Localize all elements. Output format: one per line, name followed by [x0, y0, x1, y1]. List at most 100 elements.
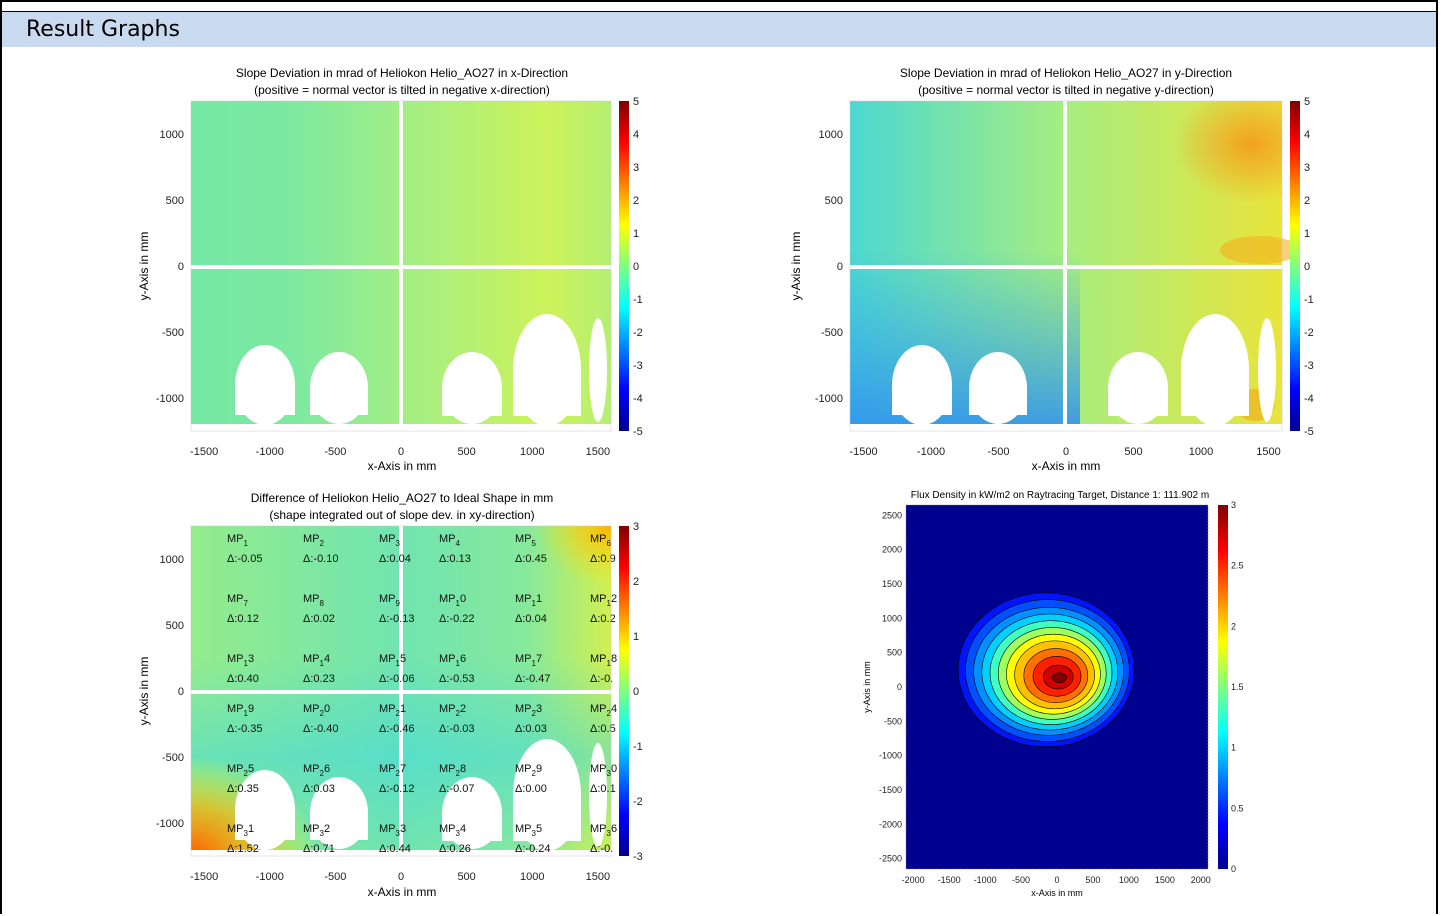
colorbar-tick: -4 [1304, 393, 1314, 405]
colorbar-tick: -3 [633, 851, 643, 863]
mp-label: MP9 [379, 593, 401, 608]
mp-delta: Δ:0.2 [590, 613, 616, 625]
x-ticks: -1500 -1000 -500 0 500 1000 1500 [849, 446, 1280, 458]
mp-label: MP3 [379, 533, 401, 548]
mp-delta: Δ:0.44 [379, 843, 411, 855]
y-tick: 1000 [160, 554, 184, 566]
section-header: Result Graphs [2, 11, 1436, 47]
y-tick: 1000 [819, 129, 843, 141]
chart-subtitle: (shape integrated out of slope dev. in x… [269, 508, 534, 522]
mp-label: MP6 [590, 533, 612, 548]
y-tick: 500 [825, 195, 843, 207]
y-ticks: 1000 500 0 -500 -1000 [156, 554, 184, 830]
y-tick: -1000 [879, 751, 902, 761]
x-tick: 500 [457, 871, 475, 883]
x-tick: 1000 [520, 871, 544, 883]
mp-delta: Δ:0.00 [515, 783, 547, 795]
colorbar-tick: -1 [633, 294, 643, 306]
x-tick: 1000 [520, 446, 544, 458]
x-tick: 0 [1063, 446, 1069, 458]
x-tick: 1500 [1256, 446, 1280, 458]
x-tick: -500 [324, 871, 346, 883]
colorbar-tick: -2 [1304, 327, 1314, 339]
colorbar-tick: 5 [1304, 96, 1310, 108]
mp-label: MP25 [227, 763, 254, 778]
mp-delta: Δ:0.45 [515, 553, 547, 565]
mp-delta: Δ:0.40 [227, 673, 259, 685]
mp-label: MP7 [227, 593, 249, 608]
colorbar-tick: 0 [633, 686, 639, 698]
chart-slope-y: Slope Deviation in mrad of Heliokon Heli… [789, 66, 1314, 473]
colorbar-tick: 3 [633, 162, 639, 174]
y-tick: -500 [162, 752, 184, 764]
x-tick: -500 [987, 446, 1009, 458]
mp-label: MP21 [379, 703, 406, 718]
y-tick: 0 [178, 261, 184, 273]
mp-delta: Δ:-0.24 [515, 843, 550, 855]
mp-label: MP35 [515, 823, 542, 838]
mp-delta: Δ:-0.05 [227, 553, 262, 565]
mp-label: MP24 [590, 703, 617, 718]
colorbar-tick: 2 [633, 195, 639, 207]
x-tick: -500 [324, 446, 346, 458]
colorbar-tick: 0 [1231, 864, 1236, 874]
x-axis-label: x-Axis in mm [368, 885, 437, 899]
mp-delta: Δ:-0.07 [439, 783, 474, 795]
colorbar-tick: 1 [1304, 228, 1310, 240]
colorbar [619, 526, 629, 856]
y-tick: -1000 [815, 393, 843, 405]
mp-delta: Δ:-0.12 [379, 783, 414, 795]
colorbar [619, 101, 629, 431]
mp-label: MP29 [515, 763, 542, 778]
y-tick: -500 [884, 716, 902, 726]
x-tick: 500 [1085, 875, 1100, 885]
mp-delta: Δ:-0.13 [379, 613, 414, 625]
mp-label: MP31 [227, 823, 254, 838]
x-tick: 0 [398, 871, 404, 883]
y-axis-label: y-Axis in mm [862, 661, 872, 713]
colorbar-tick: 1.5 [1231, 682, 1244, 692]
plot-frame [190, 100, 612, 432]
colorbar-tick: 2.5 [1231, 561, 1244, 571]
mp-label: MP5 [515, 533, 537, 548]
chart-slope-x: Slope Deviation in mrad of Heliokon Heli… [137, 66, 643, 473]
x-ticks: -1500 -1000 -500 0 500 1000 1500 [190, 446, 610, 458]
colorbar-ticks: 5 4 3 2 1 0 -1 -2 -3 -4 -5 [1304, 96, 1314, 438]
mp-label: MP14 [303, 653, 330, 668]
x-tick: 1500 [1155, 875, 1175, 885]
chart-subtitle: (positive = normal vector is tilted in n… [918, 83, 1214, 97]
mp-delta: Δ:-0.22 [439, 613, 474, 625]
mp-delta: Δ:0.26 [439, 843, 471, 855]
colorbar-tick: -2 [633, 327, 643, 339]
x-axis-label: x-Axis in mm [368, 459, 437, 473]
colorbar [1290, 101, 1300, 431]
mp-label: MP12 [590, 593, 617, 608]
mp-delta: Δ:0.03 [303, 783, 335, 795]
chart-subtitle: (positive = normal vector is tilted in n… [254, 83, 550, 97]
mp-label: MP22 [439, 703, 466, 718]
y-tick: -2500 [879, 854, 902, 864]
mp-delta: Δ:1.52 [227, 843, 259, 855]
x-tick: 1500 [586, 446, 610, 458]
y-tick: 500 [166, 195, 184, 207]
mp-label: MP26 [303, 763, 330, 778]
x-tick: 1500 [586, 871, 610, 883]
mp-label: MP18 [590, 653, 617, 668]
chart-title: Flux Density in kW/m2 on Raytracing Targ… [911, 490, 1209, 501]
colorbar [1218, 505, 1228, 869]
chart-title: Slope Deviation in mrad of Heliokon Heli… [900, 66, 1232, 80]
colorbar-tick: 0.5 [1231, 803, 1244, 813]
colorbar-tick: 2 [1231, 621, 1236, 631]
mp-label: MP13 [227, 653, 254, 668]
x-tick: -1500 [938, 875, 961, 885]
colorbar-ticks: 5 4 3 2 1 0 -1 -2 -3 -4 -5 [633, 96, 643, 438]
colorbar-tick: 5 [633, 96, 639, 108]
y-tick: -1500 [879, 785, 902, 795]
x-tick: 500 [1124, 446, 1142, 458]
mp-label: MP28 [439, 763, 466, 778]
mp-delta: Δ:0.5 [590, 723, 616, 735]
white-gaps [191, 101, 611, 431]
chart-flux-density: Flux Density in kW/m2 on Raytracing Targ… [862, 490, 1244, 898]
y-tick: -1000 [156, 393, 184, 405]
mp-delta: Δ:0.35 [227, 783, 259, 795]
